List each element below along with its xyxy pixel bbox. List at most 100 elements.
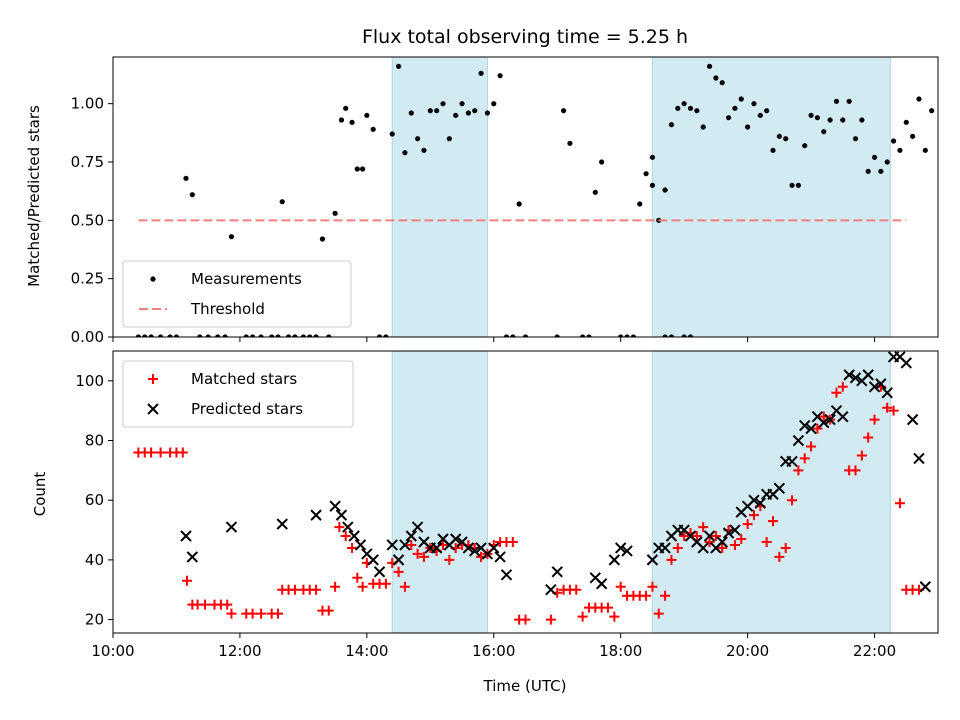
measurement-point [326, 334, 332, 337]
measurement-point [687, 334, 694, 337]
matched-stars-point [837, 381, 848, 392]
measurement-point [929, 108, 935, 114]
matched-stars-point [679, 531, 690, 542]
measurement-point [649, 154, 656, 160]
predicted-stars-point [405, 530, 417, 542]
measurement-point [275, 334, 281, 337]
measurement-point [732, 105, 738, 111]
measurement-point [243, 334, 249, 337]
matched-stars-point [666, 554, 677, 565]
measurement-point [503, 334, 510, 337]
top-plot-panel: 0.00 0.25 0.50 0.75 1.00 Measurements Threshol… [71, 56, 953, 346]
measurement-point [624, 334, 630, 337]
predicted-stars-point [469, 545, 481, 557]
measurement-point [770, 147, 776, 153]
predicted-stars-point [225, 521, 238, 533]
measurement-point [415, 136, 421, 142]
x-tick-label: 10:00 [91, 642, 134, 660]
measurement-point [421, 147, 427, 153]
measurement-point [662, 187, 668, 193]
predicted-stars-point [862, 369, 874, 381]
predicted-stars-point [919, 581, 932, 593]
measurement-point [745, 124, 751, 130]
measurement-point [205, 334, 211, 337]
matched-stars-point [653, 608, 664, 619]
predicted-stars-point [646, 554, 659, 566]
measurement-point [592, 189, 598, 195]
measurement-point [364, 112, 370, 118]
predicted-stars-point [875, 378, 887, 390]
legend: Measurements Threshold [122, 260, 352, 328]
matched-stars-point [571, 584, 582, 595]
measurement-point [662, 334, 668, 337]
measurement-point [497, 73, 503, 79]
predicted-stars-point [748, 494, 760, 506]
predicted-stars-point [773, 482, 786, 494]
measurement-point [453, 112, 459, 118]
matched-stars-point [894, 498, 905, 509]
predicted-stars-point [354, 539, 367, 551]
y-tick-label: 40 [85, 551, 104, 569]
predicted-stars-point [329, 500, 341, 512]
measurement-point [903, 119, 909, 125]
plot-frame [112, 56, 939, 338]
measurement-point [852, 136, 859, 142]
matched-stars-point [273, 608, 283, 619]
y-tick-label: 0.50 [71, 211, 104, 229]
measurement-point [795, 182, 801, 188]
matched-stars-point [812, 423, 823, 434]
predicted-stars-point [392, 554, 405, 566]
matched-stars-point [806, 441, 817, 452]
measurement-point [189, 192, 195, 198]
measurement-point [554, 334, 560, 337]
measurement-point [183, 175, 189, 181]
measurement-point [846, 98, 852, 104]
measurement-point [637, 201, 643, 207]
measurement-point [827, 117, 833, 123]
measurement-point [522, 334, 529, 337]
legend-label: Threshold [190, 300, 265, 318]
predicted-stars-point [716, 536, 728, 548]
measurement-point [560, 108, 567, 114]
matched-stars-point [660, 590, 671, 601]
predicted-stars-point [348, 530, 360, 542]
measurement-point [167, 334, 173, 337]
measurement-point [142, 334, 148, 337]
measurement-point [459, 101, 465, 107]
observing-interval [391, 57, 488, 337]
predicted-stars-point [913, 452, 925, 465]
legend-marker-measurements [150, 276, 156, 282]
predicted-stars-point [180, 530, 192, 542]
measurement-point [618, 334, 624, 337]
measurement-point [802, 143, 808, 149]
measurement-point [738, 96, 744, 102]
measurement-point [751, 101, 757, 107]
matched-stars-point [793, 465, 804, 476]
predicted-stars-point [488, 542, 500, 554]
measurement-point [349, 119, 355, 125]
matched-stars-point [768, 516, 778, 527]
measurement-point [376, 334, 383, 337]
matched-stars-point [863, 432, 874, 443]
predicted-stars-point [786, 455, 798, 468]
predicted-stars-point [722, 527, 735, 539]
matched-stars-point [698, 522, 709, 533]
matched-stars-point [330, 581, 341, 592]
measurement-point [292, 334, 298, 337]
measurement-point [427, 108, 433, 114]
matched-stars-point [352, 572, 363, 583]
measurement-point [948, 334, 953, 339]
predicted-stars-point [849, 372, 862, 384]
matched-stars-point [672, 542, 683, 553]
matched-stars-point [412, 548, 423, 559]
measurement-point [491, 101, 497, 107]
matched-stars-point [577, 611, 588, 622]
predicted-stars-point [837, 410, 849, 423]
measurement-point [630, 334, 636, 337]
predicted-stars-point [551, 566, 563, 578]
measurement-point [757, 112, 763, 118]
predicted-stars-point [335, 509, 348, 521]
legend-box [122, 260, 352, 328]
matched-stars-point [882, 402, 893, 413]
